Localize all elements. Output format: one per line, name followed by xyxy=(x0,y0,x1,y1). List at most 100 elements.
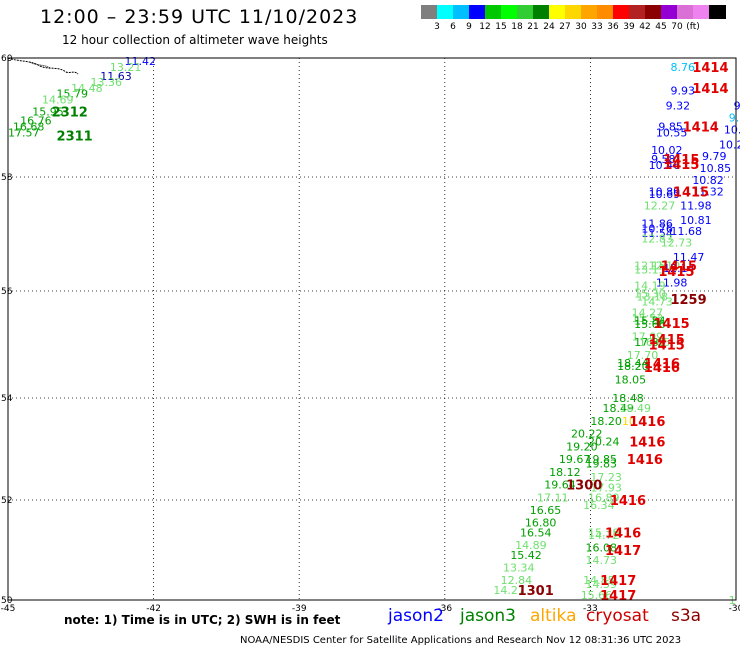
wave-height-value: 19.83 xyxy=(586,457,618,470)
pass-label: 1415 xyxy=(649,339,685,354)
wave-height-value: 14.48 xyxy=(71,82,103,95)
color-swatch xyxy=(565,5,582,19)
color-tick-label: 9 xyxy=(466,22,472,32)
wave-height-value: 14.27 xyxy=(493,584,525,597)
wave-height-values: 11.4213.2111.6313.3614.4815.7914.6915.95… xyxy=(8,55,740,607)
wave-height-value: 9. xyxy=(729,112,740,125)
wave-height-value: 18.48 xyxy=(612,392,644,405)
wave-height-value: 12.84 xyxy=(501,574,533,587)
wave-height-value: 20.24 xyxy=(588,435,620,448)
color-tick-label: 27 xyxy=(559,22,571,32)
wave-height-value: 16.54 xyxy=(520,527,552,540)
pass-label: 1417 xyxy=(605,544,641,559)
wave-height-value: 11.86 xyxy=(641,218,673,231)
color-tick-label: 30 xyxy=(575,22,587,32)
wave-height-value: 15.66 xyxy=(634,318,666,331)
pass-label: 1417 xyxy=(600,574,636,589)
wave-height-value: 10.89 xyxy=(649,185,681,198)
color-swatch xyxy=(501,5,518,19)
wave-height-value: 17.23 xyxy=(590,471,622,484)
wave-height-value: 10.5 xyxy=(724,123,740,136)
pass-label: 1416 xyxy=(644,357,680,372)
map-frame xyxy=(7,57,737,601)
pass-label: 1415 xyxy=(663,153,699,168)
wave-height-value: 14.19 xyxy=(634,279,666,292)
wave-height-value: 11.47 xyxy=(673,251,705,264)
color-swatch xyxy=(693,5,710,19)
wave-height-value: 17.57 xyxy=(8,126,40,139)
color-swatch xyxy=(645,5,662,19)
wave-height-value: 8.76 xyxy=(670,61,695,74)
longitude-tick-label: -42 xyxy=(146,604,161,614)
latitude-tick-label: 50 xyxy=(1,596,13,606)
color-swatch xyxy=(533,5,550,19)
color-tick-label: 21 xyxy=(527,22,539,32)
wave-height-value: 15.30 xyxy=(634,288,666,301)
pass-label: 1259 xyxy=(670,293,706,308)
pass-label: 1415 xyxy=(658,265,694,280)
wave-height-value: 19.64 xyxy=(544,479,576,492)
color-tick-label: 45 xyxy=(655,22,667,32)
pass-label: 1416 xyxy=(629,435,665,450)
wave-height-value: 12.83 xyxy=(641,233,673,246)
wave-height-value: 18.49 xyxy=(620,402,652,415)
wave-height-value: 10.46 xyxy=(649,159,681,172)
color-tick-label: 70 xyxy=(671,22,683,32)
pass-label: 1416 xyxy=(644,361,680,376)
wave-height-value: 9.32 xyxy=(666,100,691,113)
wave-height-value: 18.49 xyxy=(603,402,635,415)
mission-label: altika xyxy=(530,606,577,626)
wave-height-value: 18.20 xyxy=(617,360,649,373)
pass-label: 1301 xyxy=(518,584,554,599)
wave-height-value: 16.80 xyxy=(525,517,557,530)
wave-height-value: 13.34 xyxy=(503,562,535,575)
color-swatch xyxy=(613,5,630,19)
wave-height-value: 17.93 xyxy=(590,481,622,494)
wave-height-value: 12.73 xyxy=(661,237,693,250)
wave-height-value: 10.82 xyxy=(692,174,724,187)
wave-height-value: 10.02 xyxy=(651,144,683,157)
wave-height-value: 10.27 xyxy=(719,138,740,151)
wave-height-value: 9. xyxy=(734,100,740,113)
color-swatch xyxy=(709,5,726,19)
map-subtitle: 12 hour collection of altimeter wave hei… xyxy=(62,33,328,47)
mission-label: s3a xyxy=(671,606,702,626)
wave-height-value: 14.72 xyxy=(588,529,620,542)
wave-height-value: 12.27 xyxy=(644,200,676,213)
color-tick-label: 24 xyxy=(543,22,555,32)
wave-height-value: 10.69 xyxy=(649,188,681,201)
wave-height-value: 11.98 xyxy=(656,276,688,289)
wave-height-value: 13.13 xyxy=(634,263,666,276)
latitude-tick-label: 52 xyxy=(1,496,12,506)
latitude-tick-label: 56 xyxy=(1,287,13,297)
mission-label: cryosat xyxy=(586,606,649,626)
pass-label: 1300 xyxy=(566,479,602,494)
longitude-tick-label: -30 xyxy=(729,604,740,614)
pass-label: 1416 xyxy=(629,415,665,430)
latitude-tick-label: 58 xyxy=(1,173,13,183)
pass-label: 1417 xyxy=(600,589,636,604)
color-swatch xyxy=(485,5,502,19)
color-tick-label: 39 xyxy=(623,22,635,32)
pass-label: 1414 xyxy=(692,61,728,76)
wave-height-value: 11.68 xyxy=(670,225,702,238)
wave-height-value: 14.73 xyxy=(586,554,618,567)
wave-height-value: 14.85 xyxy=(583,574,615,587)
map-title: 12:00 – 23:59 UTC 11/10/2023 xyxy=(40,6,359,28)
wave-height-value: 16.65 xyxy=(639,336,671,349)
pass-label: 1415 xyxy=(663,158,699,173)
wave-height-value: 16.89 xyxy=(588,491,620,504)
wave-height-value: 16.76 xyxy=(20,114,51,127)
longitude-tick-label: -39 xyxy=(292,604,307,614)
pass-labels: 2312231114141414141414151415141514151415… xyxy=(52,61,729,604)
color-swatch xyxy=(661,5,678,19)
wave-height-value: 17.85 xyxy=(634,336,666,349)
color-swatch xyxy=(453,5,470,19)
wave-height-value: 11.98 xyxy=(680,200,712,213)
wave-height-value: 19.85 xyxy=(586,453,618,466)
credit-line: NOAA/NESDIS Center for Satellite Applica… xyxy=(240,635,682,646)
color-swatch xyxy=(549,5,566,19)
pass-label: 1414 xyxy=(692,82,728,97)
mission-label: jason2 xyxy=(388,606,444,626)
